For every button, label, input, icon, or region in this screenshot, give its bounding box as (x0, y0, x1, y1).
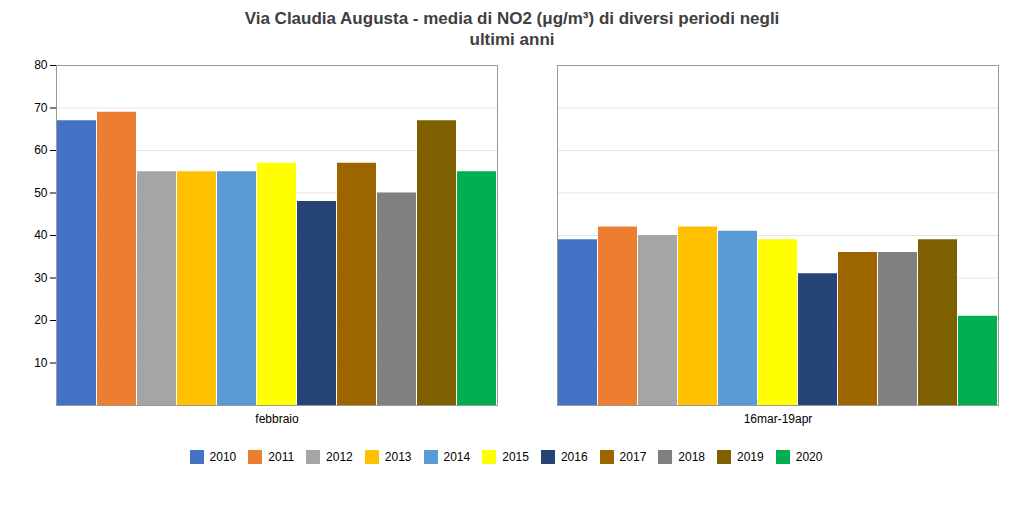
html-text:Via Claudia Augusta - media di: Via Claudia Augusta - media di NO2 (μg/m… (244, 9, 780, 50)
html-text:2014: 2014 (443, 450, 471, 464)
svg-text:febbraio: febbraio (255, 412, 299, 426)
svg-text:40: 40 (34, 228, 48, 242)
svg-text:50: 50 (34, 185, 48, 199)
svg-text:70: 70 (34, 100, 48, 114)
svg-text:80: 80 (34, 58, 48, 72)
svg-text:60: 60 (34, 143, 48, 157)
html-text:2019: 2019 (737, 450, 764, 464)
html-text:2017: 2017 (619, 450, 647, 464)
html-text:2012: 2012 (326, 450, 353, 464)
html-text:2020: 2020 (795, 450, 823, 464)
svg-text:30: 30 (34, 270, 48, 284)
svg-text:10: 10 (34, 355, 48, 369)
html-text:2010: 2010 (209, 450, 237, 464)
html-text:2018: 2018 (678, 450, 705, 464)
svg-text:20: 20 (34, 313, 48, 327)
html-text:2011: 2011 (268, 450, 295, 464)
html-text:2015: 2015 (502, 450, 529, 464)
html-text:2013: 2013 (384, 450, 412, 464)
html-text:2016: 2016 (560, 450, 588, 464)
svg-text:16mar-19apr: 16mar-19apr (744, 412, 813, 426)
